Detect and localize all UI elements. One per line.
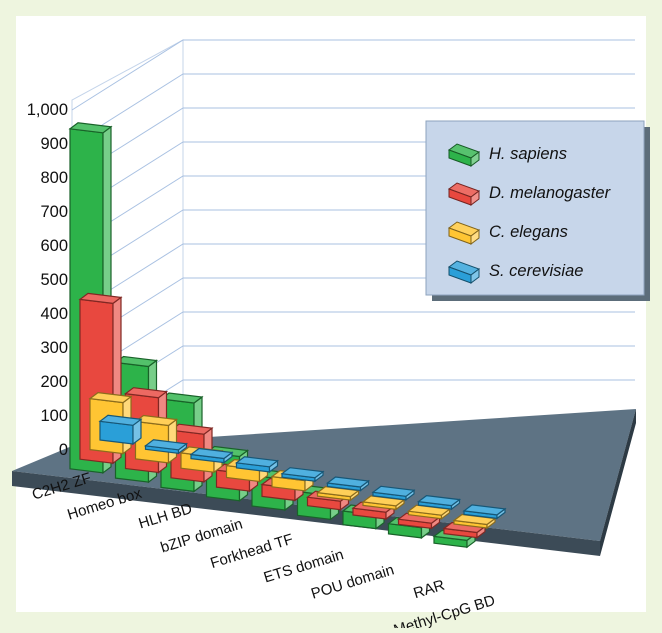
bar-top [123,387,169,399]
legend-swatch-side [470,151,480,167]
bar [462,504,507,520]
bar-top [133,414,179,427]
legend-swatch-side [470,229,480,245]
y-tick-label: 100 [40,407,68,425]
y-tick-label: 1,000 [27,101,68,119]
bar-top [325,476,371,488]
y-tick-label: 200 [40,373,68,391]
y-tick-label: 600 [40,237,68,255]
bar [280,467,325,483]
y-tick-label: 400 [40,305,68,323]
y-tick-label: 700 [40,203,68,221]
bar-top [189,447,234,460]
bar-top [234,456,280,468]
bar [416,494,462,511]
bar [133,414,179,465]
legend-label: H. sapiens [489,145,567,163]
legend-swatch-side [470,268,480,284]
legend-label: D. melanogaster [489,184,612,202]
bar-top [88,391,133,404]
bar-top [371,485,416,497]
bar-top [78,292,123,305]
bar [98,414,143,446]
y-tick-label: 800 [40,169,68,187]
y-tick-label: 0 [59,441,68,459]
bars [68,122,507,549]
y-tick-label: 500 [40,271,68,289]
bar [143,439,189,455]
bar [371,485,416,501]
bar [406,504,452,520]
legend-label: C. elegans [489,223,568,241]
floor-side [600,409,636,556]
legend: H. sapiens D. melanogaster C. elegans S. ce… [425,120,650,301]
bar-top [462,504,507,516]
legend-swatch-side [470,190,480,206]
legend-item: H. sapiens [447,143,567,167]
bar [234,456,280,474]
y-axis-ticks: 0 100 200 300 400 500 600 700 800 900 1,000 [27,101,68,459]
bar-top [416,494,462,507]
grid-line [71,39,635,111]
y-tick-label: 900 [40,135,68,153]
bar [325,476,371,492]
bar-top [143,439,189,451]
bar [189,447,234,464]
legend-item: S. cerevisiae [447,260,583,284]
grid-line [71,73,635,145]
legend-label: S. cerevisiae [489,262,583,280]
legend-item: C. elegans [447,221,568,245]
bar-top [280,467,325,479]
legend-item: D. melanogaster [447,182,612,206]
bar-top [98,414,143,426]
bar-top [68,122,113,134]
y-tick-label: 300 [40,339,68,357]
bar [452,513,497,530]
